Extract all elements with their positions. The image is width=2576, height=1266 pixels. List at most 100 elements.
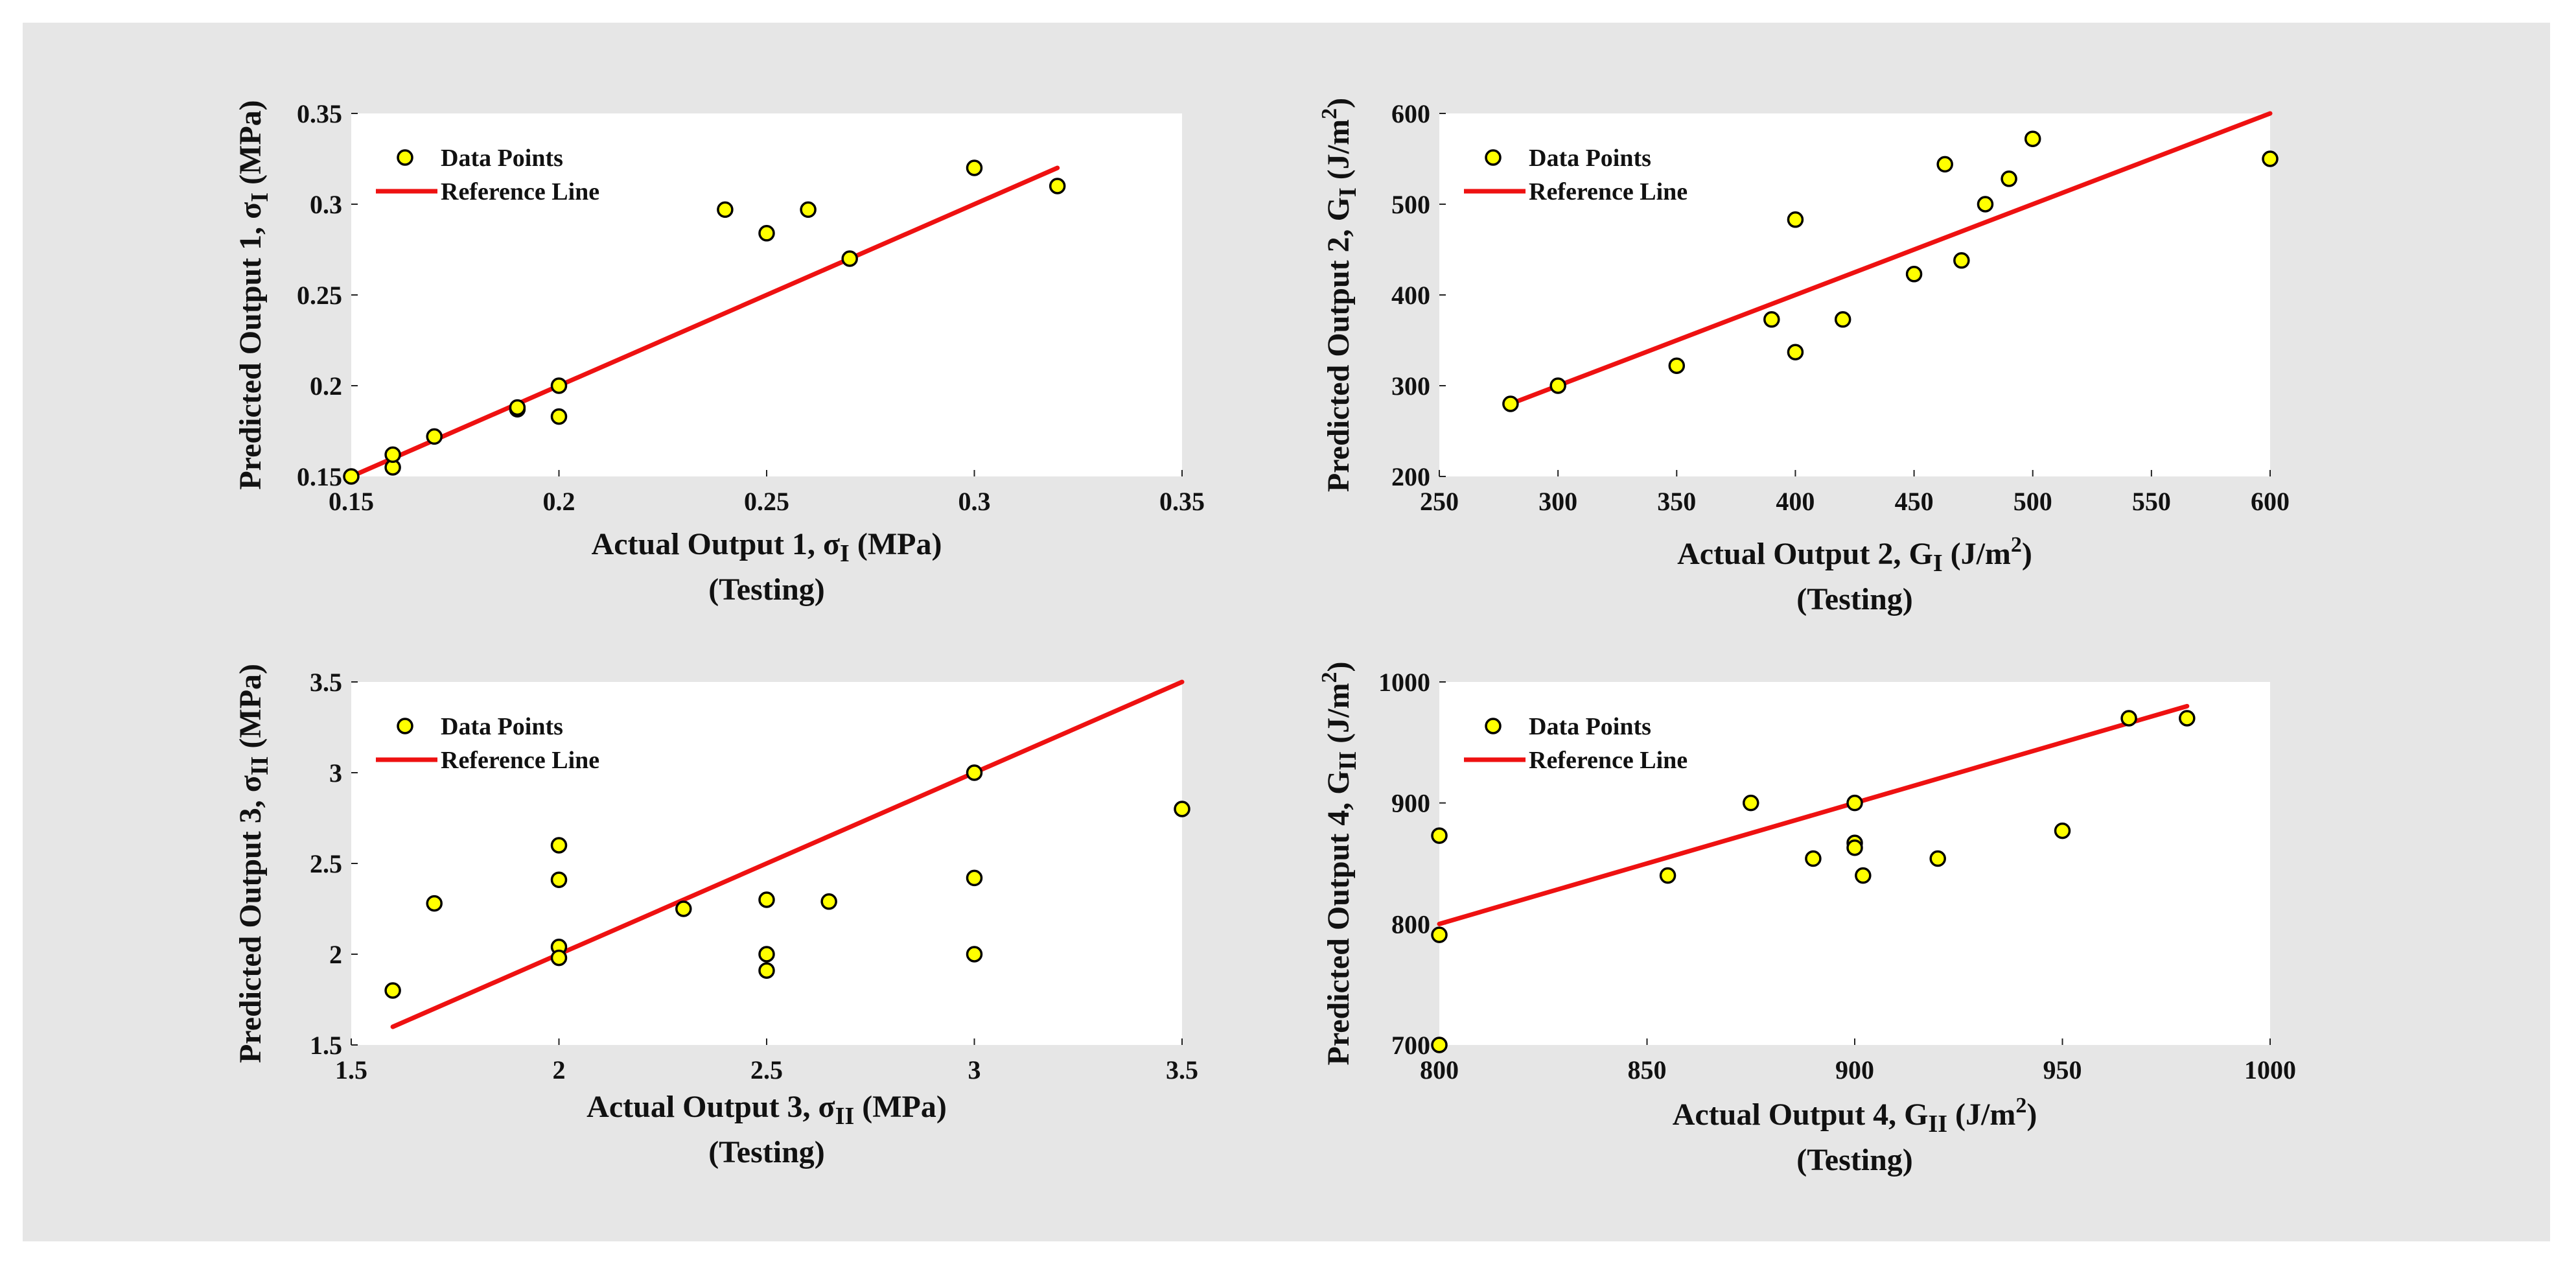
x-axis-label: Actual Output 2, GI (J/m2) <box>1677 533 2032 576</box>
figure-canvas: 0.15 0.2 0.25 0.3 0.35 0.15 0.2 0.25 0.3 0.35 Data… <box>23 23 2550 1241</box>
legend-point-marker <box>397 718 413 734</box>
x-tick-label: 250 <box>1420 487 1459 516</box>
legend-point-marker <box>397 149 413 166</box>
data-point <box>1659 867 1677 884</box>
data-point <box>2024 130 2041 147</box>
legend-label-points: Data Points <box>1529 145 1651 172</box>
data-point <box>426 428 443 445</box>
x-tick-label: 1000 <box>2244 1055 2296 1084</box>
data-point <box>2054 822 2071 839</box>
data-point <box>758 225 775 242</box>
x-tick-label: 550 <box>2132 487 2171 516</box>
legend-label-points: Data Points <box>1529 713 1651 740</box>
data-point <box>384 446 401 463</box>
testing-caption: (Testing) <box>1796 1143 1913 1177</box>
data-point <box>1834 311 1851 328</box>
data-point <box>820 893 837 910</box>
data-point <box>1846 794 1863 812</box>
data-point <box>2001 170 2017 187</box>
y-axis-label: Predicted Output 1, σI (MPa) <box>233 100 273 489</box>
x-tick-label: 400 <box>1776 487 1815 516</box>
data-point <box>966 869 983 887</box>
charts-svg: 0.15 0.2 0.25 0.3 0.35 0.15 0.2 0.25 0.3 0.35 Data… <box>233 98 2296 1177</box>
x-tick-label: 350 <box>1657 487 1696 516</box>
reference-line <box>1437 703 2190 926</box>
data-point <box>1049 178 1066 194</box>
data-point <box>550 377 568 394</box>
y-tick-label: 3.5 <box>310 668 342 697</box>
legend-label-points: Data Points <box>441 713 563 740</box>
x-tick-label: 450 <box>1895 487 1934 516</box>
data-point <box>509 399 526 416</box>
data-point <box>1668 357 1686 374</box>
legend-label-points: Data Points <box>441 145 563 172</box>
y-tick-label: 0.35 <box>297 99 342 128</box>
testing-caption: (Testing) <box>708 572 825 607</box>
x-tick-label: 300 <box>1538 487 1577 516</box>
data-point <box>426 895 443 912</box>
y-axis-label: Predicted Output 4, GII (J/m2) <box>1317 662 1361 1066</box>
y-axis-label: Predicted Output 3, σII (MPa) <box>233 664 273 1063</box>
plot-area <box>1439 113 2270 476</box>
x-tick-label: 0.25 <box>744 487 789 516</box>
data-point <box>1905 266 1923 283</box>
x-tick-label: 1.5 <box>335 1055 367 1084</box>
x-tick-label: 850 <box>1628 1055 1667 1084</box>
chart-panel-3: 1.5 2 2.5 3 3.5 1.5 2 2.5 3 3.5 Data Points Referen… <box>233 664 1198 1169</box>
x-tick-label: 900 <box>1835 1055 1874 1084</box>
data-point <box>2120 710 2137 727</box>
data-point <box>1549 377 1566 394</box>
data-point <box>841 250 858 267</box>
x-tick-label: 0.2 <box>543 487 575 516</box>
data-point <box>1763 311 1780 328</box>
x-axis-label: Actual Output 1, σI (MPa) <box>592 527 942 567</box>
x-tick-label: 2 <box>553 1055 566 1084</box>
data-point <box>966 159 983 176</box>
data-point <box>2262 150 2279 167</box>
testing-caption: (Testing) <box>1796 582 1913 616</box>
y-tick-label: 1000 <box>1378 668 1430 697</box>
data-point <box>384 982 401 999</box>
y-tick-label: 200 <box>1391 462 1430 491</box>
data-point <box>758 891 775 908</box>
y-axis-label: Predicted Output 2, GI (J/m2) <box>1317 98 1361 492</box>
data-point <box>1846 839 1863 856</box>
x-tick-label: 950 <box>2043 1055 2082 1084</box>
y-tick-label: 400 <box>1391 281 1430 310</box>
x-tick-label: 800 <box>1420 1055 1459 1084</box>
data-point <box>1431 827 1448 844</box>
legend-label-line: Reference Line <box>1529 178 1688 205</box>
data-point <box>550 949 568 967</box>
x-tick-label: 0.15 <box>329 487 374 516</box>
x-axis-label: Actual Output 3, σII (MPa) <box>586 1090 947 1130</box>
x-tick-label: 500 <box>2013 487 2052 516</box>
x-tick-label: 0.3 <box>958 487 991 516</box>
data-point <box>1977 196 1994 213</box>
data-point <box>550 871 568 888</box>
y-tick-label: 3 <box>329 758 342 788</box>
data-point <box>1502 395 1519 412</box>
y-tick-label: 500 <box>1391 190 1430 219</box>
data-point <box>343 468 360 485</box>
legend-point-marker <box>1485 149 1502 166</box>
x-tick-label: 2.5 <box>750 1055 783 1084</box>
legend-label-line: Reference Line <box>1529 747 1688 774</box>
y-tick-label: 0.3 <box>310 190 342 219</box>
data-point <box>1787 211 1804 228</box>
data-point <box>2179 710 2196 727</box>
data-point <box>966 946 983 963</box>
data-point <box>550 837 568 854</box>
data-point <box>1431 926 1448 943</box>
x-tick-label: 3.5 <box>1166 1055 1198 1084</box>
data-point <box>1953 252 1970 269</box>
y-tick-label: 0.15 <box>297 462 342 491</box>
legend-point-marker <box>1485 718 1502 734</box>
data-point <box>1787 344 1804 360</box>
plot-area <box>1439 682 2270 1045</box>
data-point <box>1174 801 1190 817</box>
x-tick-label: 3 <box>968 1055 981 1084</box>
data-point <box>758 946 775 963</box>
y-tick-label: 0.2 <box>310 371 342 401</box>
data-point <box>800 201 817 218</box>
data-point <box>550 408 568 425</box>
